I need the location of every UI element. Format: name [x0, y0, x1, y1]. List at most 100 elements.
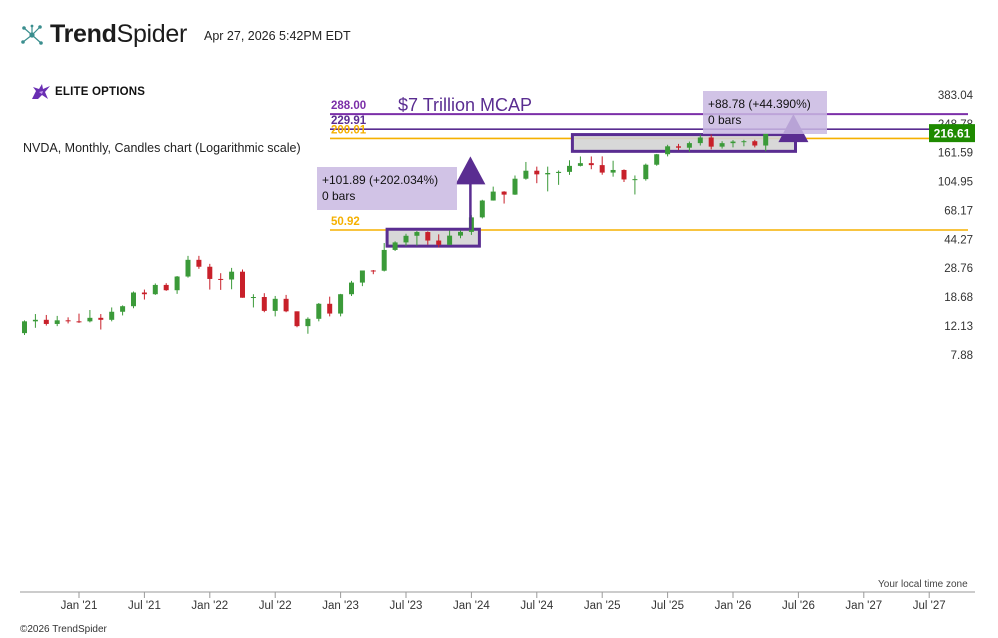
candle-2025-12	[719, 141, 725, 149]
candle-2022-02	[218, 273, 224, 290]
candle-body	[621, 169, 627, 180]
candle-2024-12	[588, 156, 594, 170]
candle-body	[523, 170, 529, 179]
candle-body	[120, 306, 126, 312]
candle-2021-10	[174, 276, 180, 294]
candle-body	[741, 141, 747, 143]
candle-body	[327, 303, 333, 314]
candle-2022-12	[327, 296, 333, 317]
candle-2023-05	[381, 243, 387, 272]
candle-2021-06	[131, 291, 136, 309]
candle-body	[632, 179, 638, 181]
candle-2020-08	[22, 320, 27, 335]
candle-2026-01	[730, 140, 736, 148]
candle-2020-10	[43, 314, 49, 326]
candle-body	[76, 321, 82, 323]
measure-callout-2: +88.78 (+44.390%) 0 bars	[703, 91, 827, 134]
candle-2024-04	[501, 191, 507, 204]
y-tick-44.27: 44.27	[944, 234, 973, 246]
candle-body	[370, 270, 376, 272]
y-tick-12.13: 12.13	[944, 321, 973, 333]
candle-body	[686, 143, 692, 148]
candle-body	[250, 297, 256, 299]
x-tick-2026-07: Jul '26	[782, 600, 815, 612]
candle-body	[294, 311, 300, 327]
candle-body	[730, 141, 736, 144]
candle-2021-07	[141, 289, 147, 300]
candle-2025-01	[599, 156, 605, 175]
last-price-label: 216.61	[934, 127, 971, 141]
x-tick-2021-01: Jan '21	[61, 600, 98, 612]
candle-body	[512, 178, 518, 195]
candle-body	[109, 311, 115, 320]
sponsor-name: ELITE OPTIONS	[55, 86, 146, 98]
candle-body	[436, 240, 442, 245]
candle-2021-08	[152, 283, 158, 295]
candle-2024-07	[534, 166, 540, 184]
candle-body	[763, 133, 769, 146]
y-tick-104.95: 104.95	[938, 177, 973, 189]
candle-2022-07	[272, 295, 278, 317]
candle-body	[207, 266, 213, 279]
candle-2023-09	[425, 231, 431, 245]
candle-body	[654, 154, 660, 165]
candle-2021-03	[98, 314, 104, 330]
candle-body	[567, 165, 572, 172]
candle-2025-08	[676, 143, 681, 151]
y-tick-18.68: 18.68	[944, 292, 973, 304]
candle-2021-01	[76, 313, 82, 323]
candle-body	[218, 278, 224, 280]
candle-body	[349, 282, 354, 295]
candle-body	[272, 298, 278, 311]
candle-body	[534, 170, 540, 175]
candle-body	[316, 303, 322, 319]
candle-body	[403, 235, 409, 243]
candle-2021-11	[185, 255, 191, 278]
candle-body	[240, 271, 245, 298]
candle-body	[305, 318, 311, 327]
x-tick-2027-07: Jul '27	[913, 600, 946, 612]
x-tick-2023-01: Jan '23	[322, 600, 359, 612]
candle-2020-09	[32, 314, 38, 328]
y-tick-161.59: 161.59	[938, 148, 973, 160]
candle-body	[141, 292, 147, 295]
y-tick-28.76: 28.76	[944, 263, 973, 275]
candle-2021-04	[109, 307, 115, 322]
candle-2023-02	[349, 280, 354, 296]
candle-2023-03	[359, 270, 365, 287]
candle-2026-03	[752, 139, 758, 148]
candle-2024-06	[523, 161, 529, 180]
callout-bars: 0 bars	[322, 189, 355, 203]
x-tick-2024-07: Jul '24	[520, 600, 553, 612]
x-tick-2025-07: Jul '25	[651, 600, 684, 612]
candle-body	[196, 259, 202, 267]
candle-2025-05	[643, 163, 649, 181]
candle-2025-11	[708, 134, 714, 150]
candle-body	[392, 242, 398, 250]
candle-2023-04	[370, 270, 376, 275]
candle-body	[338, 294, 344, 314]
measure-callout-1: +101.89 (+202.034%) 0 bars	[317, 167, 457, 210]
candle-2022-01	[207, 263, 213, 290]
candle-2023-12	[458, 230, 463, 239]
candle-body	[98, 317, 104, 320]
candle-2025-07	[665, 144, 671, 157]
candle-2021-05	[120, 305, 126, 316]
candle-body	[447, 235, 453, 245]
candle-2022-04	[240, 269, 245, 298]
copyright: ©2026 TrendSpider	[20, 624, 107, 635]
level-label-288.00: 288.00	[331, 100, 366, 112]
candle-body	[479, 200, 485, 218]
candle-body	[65, 320, 71, 322]
x-tick-2027-01: Jan '27	[845, 600, 882, 612]
candle-2020-11	[54, 315, 60, 327]
candle-body	[458, 231, 463, 236]
candle-2023-01	[338, 293, 344, 317]
x-tick-2023-07: Jul '23	[390, 600, 423, 612]
brand-name: TrendSpider	[50, 20, 188, 48]
candle-2022-10	[305, 317, 311, 334]
candle-2025-06	[654, 153, 660, 166]
x-tick-2021-07: Jul '21	[128, 600, 161, 612]
y-tick-68.17: 68.17	[944, 205, 973, 217]
